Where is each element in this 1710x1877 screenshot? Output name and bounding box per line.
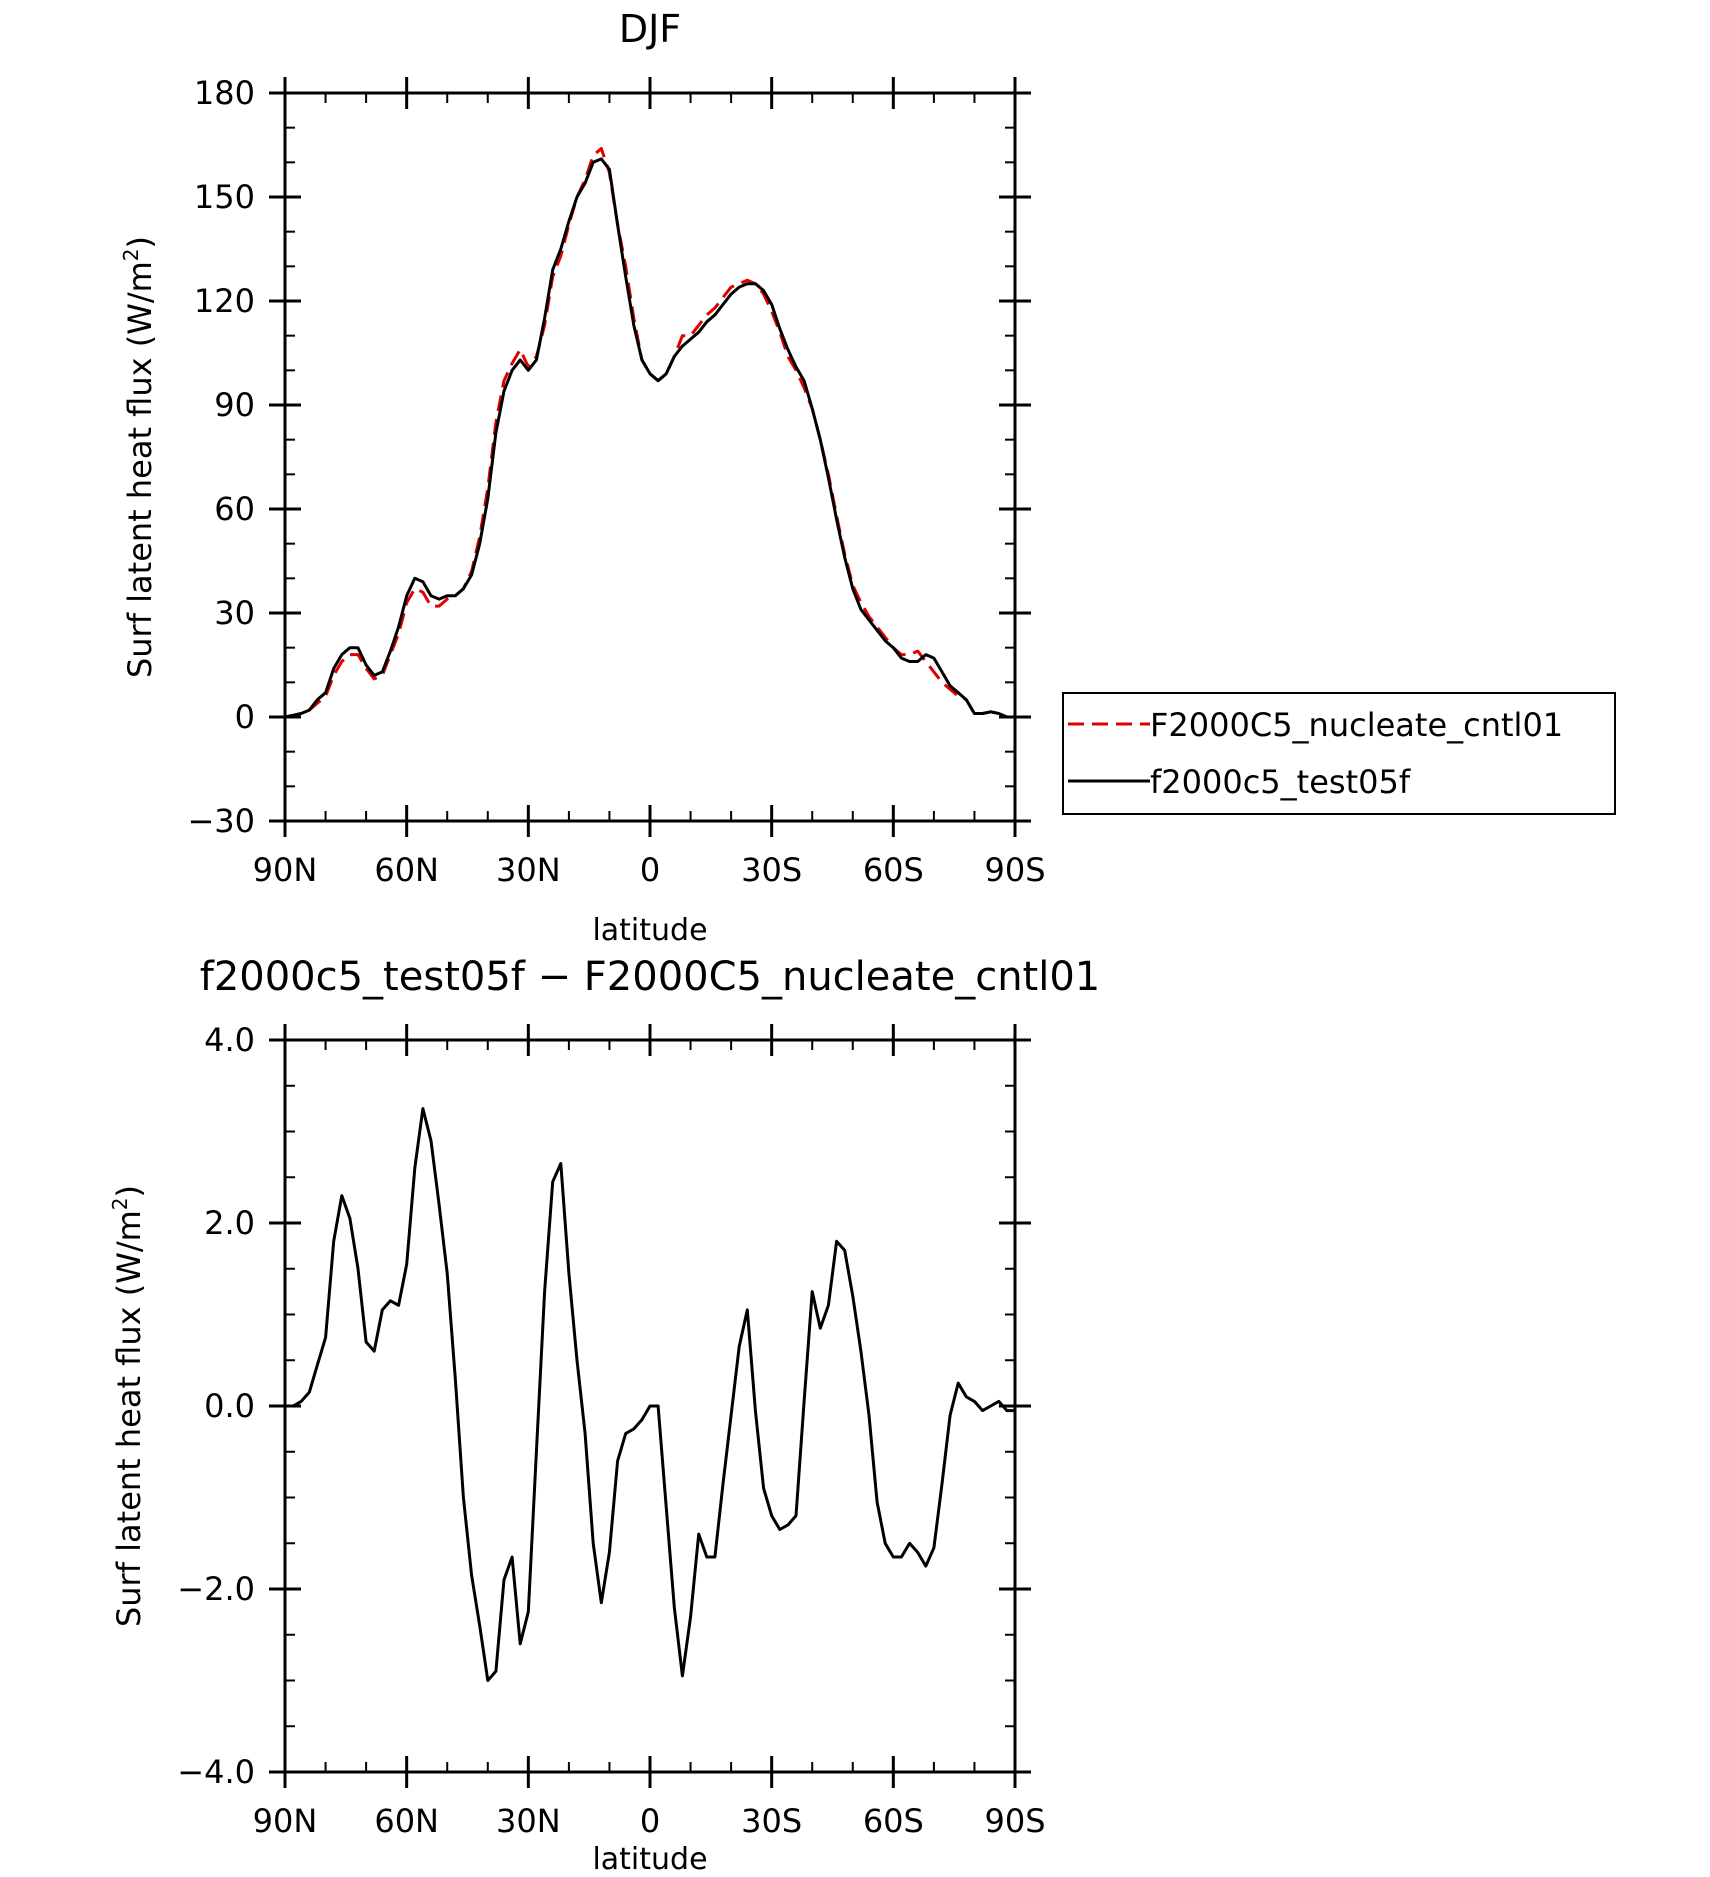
top-ytick-label: 150 xyxy=(194,178,255,216)
top-xtick-label: 60S xyxy=(863,851,924,889)
top-xtick-label: 30N xyxy=(496,851,561,889)
bottom-xtick-label: 30S xyxy=(741,1802,802,1840)
bottom-y-axis-label-main: Surf latent heat flux (W/m xyxy=(110,1210,148,1627)
bottom-y-axis-label: Surf latent heat flux (W/m2) xyxy=(108,1185,148,1627)
top-plot-frame xyxy=(283,91,1017,823)
top-plot-area: −30 0 30 60 90 120 150 180 90N 60N 30N 0 30S 60S 90S xyxy=(187,74,1045,889)
bottom-xtick-label: 90N xyxy=(253,1802,318,1840)
top-ytick-label: 90 xyxy=(214,386,255,424)
top-ytick-label: 120 xyxy=(194,282,255,320)
bottom-y-axis-label-superscript: 2 xyxy=(108,1197,132,1210)
top-ytick-label: 180 xyxy=(194,74,255,112)
bottom-xtick-label: 60S xyxy=(863,1802,924,1840)
legend-label-cntl01: F2000C5_nucleate_cntl01 xyxy=(1150,706,1563,744)
bottom-x-axis-label: latitude xyxy=(592,1842,707,1877)
top-chart-title: DJF xyxy=(619,7,681,51)
top-ytick-label: 30 xyxy=(214,594,255,632)
top-series-line-f2000c5-nucleate-cntl01 xyxy=(284,147,1015,719)
top-panel: DJF −30 0 30 60 90 120 150 180 90N 60N 30N 0 30S 60S… xyxy=(119,7,1616,948)
bottom-series-line-difference xyxy=(285,1107,1015,1682)
top-x-axis-label: latitude xyxy=(592,913,707,948)
top-xtick-label: 30S xyxy=(741,851,802,889)
bottom-y-axis-label-close: ) xyxy=(110,1185,148,1197)
top-xtick-label: 0 xyxy=(640,851,660,889)
bottom-ytick-label: −2.0 xyxy=(177,1570,255,1608)
top-y-axis-label-close: ) xyxy=(121,236,159,248)
bottom-xtick-label: 60N xyxy=(374,1802,439,1840)
top-series-line-f2000c5-test05f xyxy=(284,157,1015,719)
top-ytick-label: −30 xyxy=(187,802,255,840)
legend-box xyxy=(1062,692,1616,815)
top-y-axis-label-main: Surf latent heat flux (W/m xyxy=(121,261,159,678)
top-ytick-label: 60 xyxy=(214,490,255,528)
bottom-plot-area: −4.0 −2.0 0.0 2.0 4.0 90N 60N 30N 0 30S 60S 90S xyxy=(177,1021,1045,1840)
bottom-xtick-label: 90S xyxy=(984,1802,1045,1840)
bottom-ytick-label: 2.0 xyxy=(204,1204,255,1242)
top-y-axis-label-superscript: 2 xyxy=(119,248,143,261)
bottom-chart-title: f2000c5_test05f − F2000C5_nucleate_cntl0… xyxy=(200,954,1101,1000)
bottom-xtick-label: 0 xyxy=(640,1802,660,1840)
top-xtick-label: 90S xyxy=(984,851,1045,889)
top-legend: F2000C5_nucleate_cntl01 f2000c5_test05f xyxy=(1062,692,1616,815)
bottom-ytick-label: 0.0 xyxy=(204,1387,255,1425)
legend-label-test05f: f2000c5_test05f xyxy=(1150,763,1411,801)
top-xtick-label: 90N xyxy=(253,851,318,889)
bottom-ytick-label: −4.0 xyxy=(177,1753,255,1791)
top-ytick-label: 0 xyxy=(235,698,255,736)
top-xtick-label: 60N xyxy=(374,851,439,889)
bottom-panel: f2000c5_test05f − F2000C5_nucleate_cntl0… xyxy=(108,954,1100,1877)
bottom-ytick-label: 4.0 xyxy=(204,1021,255,1059)
bottom-xtick-label: 30N xyxy=(496,1802,561,1840)
top-y-axis-label: Surf latent heat flux (W/m2) xyxy=(119,236,159,678)
